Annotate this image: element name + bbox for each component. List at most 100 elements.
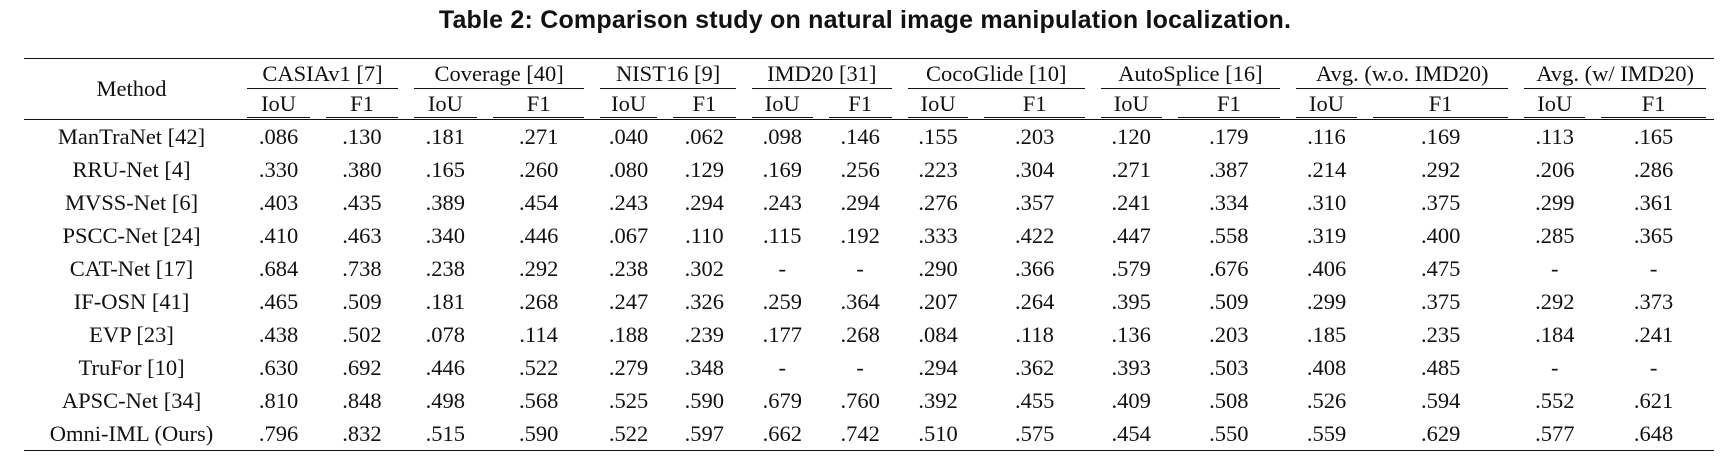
score-cell: .679: [762, 387, 802, 413]
score-cell: .330: [258, 156, 299, 182]
score-cell: .810: [258, 387, 299, 413]
score-cell: .454: [518, 189, 559, 215]
score-cell: .114: [519, 321, 558, 347]
score-cell: .435: [342, 189, 382, 215]
score-cell: .575: [976, 417, 1093, 451]
score-cell: .268: [518, 288, 559, 314]
score-cell: .334: [1209, 189, 1249, 215]
score-cell: .116: [1288, 119, 1365, 153]
score-cell: .279: [608, 354, 649, 380]
score-cell: .408: [1306, 354, 1347, 380]
score-cell: .526: [1306, 387, 1347, 413]
method-name: MVSS-Net [6]: [64, 189, 199, 215]
score-cell: .256: [840, 156, 880, 182]
score-cell: -: [778, 255, 787, 281]
score-cell: .568: [518, 387, 559, 413]
score-cell: .552: [1535, 387, 1575, 413]
table-row: APSC-Net [34] .810 .848 .498 .568 .525 .590 .67…: [24, 384, 1714, 417]
score-cell: -: [778, 354, 787, 380]
score-cell: .155: [899, 119, 977, 153]
score-cell: .294: [684, 189, 725, 215]
dataset-header: Avg. (w/ IMD20): [1516, 58, 1714, 89]
method-name: EVP [23]: [89, 321, 174, 347]
score-cell: .214: [1306, 156, 1347, 182]
score-cell: .310: [1306, 189, 1347, 215]
comparison-table: Method CASIAv1 [7] Coverage [40] NIST16 …: [24, 58, 1714, 451]
score-cell: .130: [318, 119, 406, 153]
score-cell: .259: [762, 288, 802, 314]
score-cell: .276: [918, 189, 958, 215]
score-cell: .062: [664, 119, 744, 153]
score-cell: .319: [1306, 222, 1347, 248]
score-cell: .684: [258, 255, 299, 281]
score-cell: -: [1551, 255, 1559, 281]
score-cell: .446: [518, 222, 559, 248]
metric-header-iou: IoU: [1093, 89, 1170, 120]
score-cell: .503: [1209, 354, 1249, 380]
score-cell: .662: [743, 417, 821, 451]
score-cell: .243: [762, 189, 802, 215]
table-row: TruFor [10] .630 .692 .446 .522 .279 .348 - - .29…: [24, 351, 1714, 384]
score-cell: .392: [918, 387, 958, 413]
score-cell: .515: [405, 417, 485, 451]
score-cell: .098: [743, 119, 821, 153]
score-cell: .348: [684, 354, 725, 380]
metric-header-iou: IoU: [900, 89, 977, 120]
score-cell: .365: [1633, 222, 1674, 248]
table-row: Omni-IML (Ours) .796.832.515.590.522.597.…: [24, 417, 1714, 451]
score-cell: .165: [1593, 119, 1714, 153]
method-name: APSC-Net [34]: [61, 387, 202, 413]
score-cell: .676: [1209, 255, 1249, 281]
score-cell: .268: [840, 321, 880, 347]
score-cell: .590: [684, 387, 725, 413]
metric-header-f1: F1: [976, 89, 1092, 120]
score-cell: .165: [425, 156, 466, 182]
metric-header-iou: IoU: [1288, 89, 1365, 120]
metric-header-f1: F1: [1593, 89, 1714, 120]
score-cell: .040: [592, 119, 665, 153]
score-cell: .292: [518, 255, 559, 281]
score-cell: .373: [1633, 288, 1674, 314]
score-cell: .235: [1420, 321, 1461, 347]
score-cell: .590: [484, 417, 593, 451]
score-cell: .510: [899, 417, 977, 451]
score-cell: .594: [1420, 387, 1461, 413]
score-cell: .294: [918, 354, 958, 380]
score-cell: .742: [820, 417, 900, 451]
metric-header-f1: F1: [1365, 89, 1516, 120]
metric-header-f1: F1: [665, 89, 744, 120]
header-row-datasets: Method CASIAv1 [7] Coverage [40] NIST16 …: [24, 58, 1714, 120]
score-cell: .387: [1209, 156, 1249, 182]
metric-header-f1: F1: [318, 89, 406, 120]
score-cell: .738: [342, 255, 382, 281]
score-cell: .848: [342, 387, 382, 413]
score-cell: .110: [685, 222, 724, 248]
score-cell: .559: [1288, 417, 1365, 451]
score-cell: .525: [608, 387, 649, 413]
score-cell: -: [856, 354, 864, 380]
score-cell: .302: [684, 255, 725, 281]
metric-header-f1: F1: [1170, 89, 1289, 120]
score-cell: .446: [425, 354, 466, 380]
score-cell: .181: [405, 119, 485, 153]
score-cell: .292: [1420, 156, 1461, 182]
score-cell: -: [1551, 354, 1559, 380]
score-cell: .509: [342, 288, 382, 314]
score-cell: .184: [1535, 321, 1575, 347]
score-cell: -: [856, 255, 864, 281]
score-cell: .238: [608, 255, 649, 281]
score-cell: .333: [918, 222, 958, 248]
score-cell: .498: [425, 387, 466, 413]
score-cell: .832: [318, 417, 406, 451]
score-cell: .286: [1633, 156, 1674, 182]
score-cell: .447: [1111, 222, 1151, 248]
score-cell: .579: [1111, 255, 1151, 281]
score-cell: .522: [592, 417, 665, 451]
score-cell: .169: [1364, 119, 1517, 153]
score-cell: .597: [664, 417, 744, 451]
score-cell: .375: [1420, 288, 1461, 314]
score-cell: .357: [1014, 189, 1055, 215]
metric-header-iou: IoU: [592, 89, 664, 120]
dataset-header: IMD20 [31]: [743, 58, 900, 89]
metric-header-iou: IoU: [406, 89, 485, 120]
